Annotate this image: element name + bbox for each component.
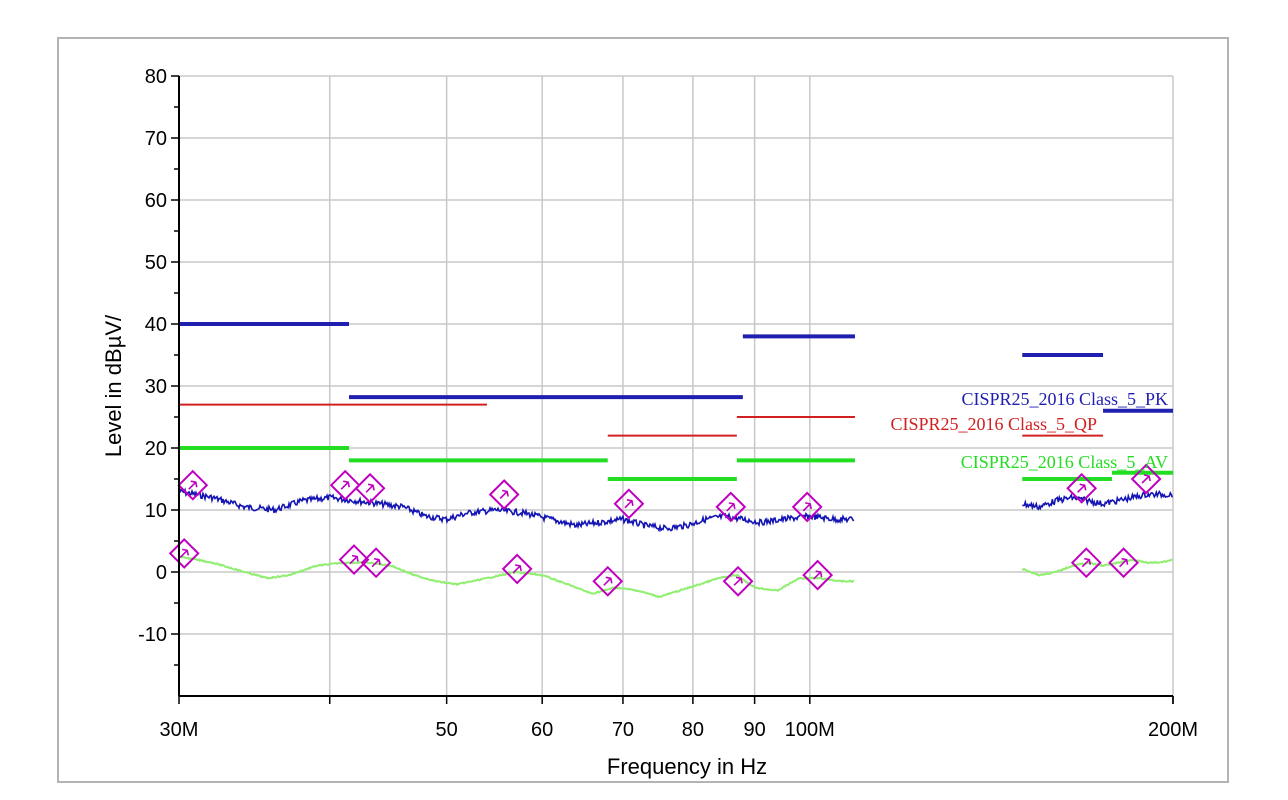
legend-label-pk: CISPR25_2016 Class_5_PK [961, 389, 1168, 409]
y-axis-title: Level in dBµV/ [101, 314, 126, 457]
marker-diamond [488, 479, 520, 510]
marker-arrow [733, 576, 743, 586]
trace-pk_trace [178, 487, 855, 533]
x-tick-label: 60 [531, 719, 553, 741]
x-tick-label: 30M [160, 719, 199, 741]
marker-arrow [813, 570, 823, 580]
traces [178, 487, 1174, 599]
peak-marker [791, 491, 823, 523]
peak-marker [168, 537, 200, 569]
marker-arrow [802, 502, 812, 512]
marker-diamond [1108, 547, 1140, 579]
legend: CISPR25_2016 Class_5_PK CISPR25_2016 Clas… [890, 389, 1168, 472]
peak-marker [354, 472, 386, 504]
marker-diamond [354, 472, 386, 504]
limit-lines [179, 322, 1173, 481]
trace-pk_trace [1022, 489, 1174, 511]
marker-arrow [726, 502, 736, 512]
x-axis-title: Frequency in Hz [607, 754, 767, 779]
marker-arrow [1141, 474, 1151, 484]
marker-arrow [603, 576, 613, 586]
marker-arrow [1119, 557, 1129, 568]
marker-diamond [791, 491, 823, 523]
y-tick-label: 10 [145, 500, 167, 522]
marker-arrow [499, 489, 509, 500]
y-tick-label: 50 [145, 252, 167, 274]
peak-marker [722, 565, 754, 597]
marker-diamond [177, 469, 209, 501]
marker-diamond [722, 565, 754, 597]
marker-diamond [501, 553, 533, 585]
x-tick-label: 50 [436, 719, 458, 741]
marker-diamond [802, 559, 834, 591]
axes [171, 75, 1174, 704]
marker-diamond [360, 547, 392, 579]
y-tick-label: 70 [145, 128, 167, 150]
marker-arrow [624, 499, 634, 509]
marker-diamond [1070, 547, 1102, 579]
peak-marker [360, 547, 392, 579]
marker-arrow [371, 557, 381, 568]
peak-marker [501, 553, 533, 585]
peak-marker [488, 479, 520, 510]
y-tick-label: 0 [156, 562, 167, 584]
x-tick-label: 200M [1148, 719, 1198, 741]
marker-arrow [365, 483, 375, 493]
marker-diamond [715, 491, 747, 523]
marker-diamond [338, 544, 370, 576]
marker-arrow [340, 480, 351, 490]
y-tick-label: 60 [145, 190, 167, 212]
x-tick-label: 90 [743, 719, 765, 741]
marker-diamond [1066, 472, 1098, 504]
markers [168, 463, 1162, 597]
legend-label-qp: CISPR25_2016 Class_5_QP [890, 414, 1097, 434]
peak-marker [613, 488, 645, 520]
trace-av_trace [1021, 558, 1173, 577]
peak-marker [338, 544, 370, 576]
peak-marker [1130, 463, 1162, 495]
y-tick-label: 40 [145, 314, 167, 336]
marker-diamond [168, 537, 200, 569]
x-tick-label: 80 [682, 719, 704, 741]
marker-diamond [592, 565, 624, 597]
marker-diamond [329, 469, 361, 501]
peak-marker [802, 559, 834, 591]
peak-marker [1066, 472, 1098, 504]
peak-marker [329, 469, 361, 501]
marker-arrow [349, 554, 359, 565]
x-tick-label: 100M [785, 719, 835, 741]
y-tick-label: 20 [145, 438, 167, 460]
peak-marker [177, 469, 209, 501]
marker-arrow [1081, 557, 1092, 568]
y-tick-label: 80 [145, 66, 167, 88]
marker-arrow [188, 480, 198, 490]
tick-labels: 80 70 60 50 40 30 20 10 0 -10 30M 50 60 70 80 90 100M 200… [138, 66, 1198, 741]
legend-label-av: CISPR25_2016 Class_5_AV [961, 452, 1168, 472]
y-tick-label: -10 [138, 624, 167, 646]
peak-marker [715, 491, 747, 523]
peak-marker [592, 565, 624, 597]
y-tick-label: 30 [145, 376, 167, 398]
marker-diamond [1130, 463, 1162, 495]
marker-diamond [613, 488, 645, 520]
marker-arrow [179, 548, 189, 558]
peak-marker [1108, 547, 1140, 579]
x-tick-label: 70 [612, 719, 634, 741]
marker-arrow [512, 564, 522, 574]
marker-arrow [1077, 483, 1087, 493]
peak-marker [1070, 547, 1102, 579]
